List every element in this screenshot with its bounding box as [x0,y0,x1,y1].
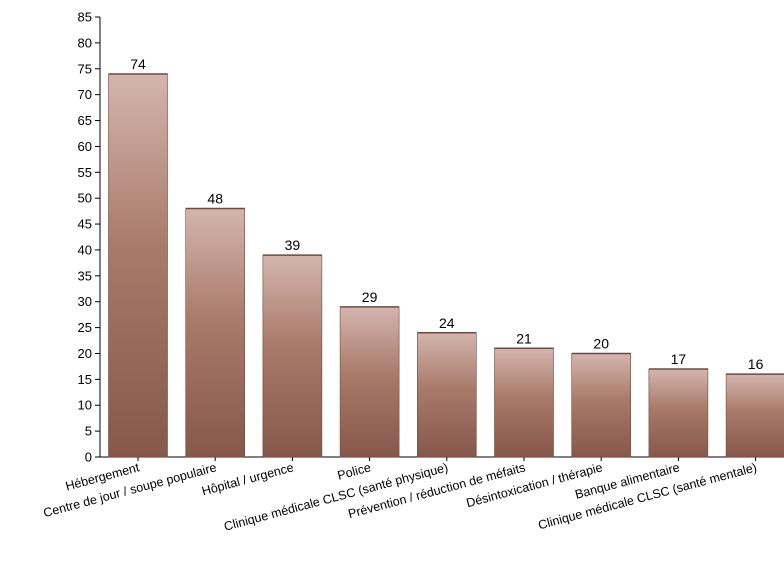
y-tick-label: 40 [78,242,92,257]
y-tick-label: 55 [78,165,92,180]
y-tick-label: 10 [78,398,92,413]
y-tick-label: 65 [78,113,92,128]
y-tick-label: 20 [78,346,92,361]
y-tick-label: 75 [78,61,92,76]
bar [726,374,784,457]
bar [186,209,245,457]
bar-value-label: 24 [439,315,455,331]
bar [495,348,554,457]
bar-value-label: 21 [516,330,532,346]
bar [417,333,476,457]
bar-value-label: 29 [362,289,378,305]
y-tick-label: 0 [85,450,92,465]
chart-bars [109,74,784,457]
y-tick-label: 35 [78,268,92,283]
y-tick-label: 25 [78,320,92,335]
y-tick-label: 30 [78,294,92,309]
bar-value-label: 39 [285,237,301,253]
bar-value-label: 20 [593,335,609,351]
bar [649,369,708,457]
bar-value-label: 74 [130,56,146,72]
bar [109,74,168,457]
bar-value-label: 16 [748,356,764,372]
bar [572,353,631,457]
y-tick-label: 80 [78,35,92,50]
y-tick-label: 70 [78,87,92,102]
y-tick-label: 50 [78,191,92,206]
y-tick-label: 60 [78,139,92,154]
x-tick-label: Police [336,460,373,482]
bar [340,307,399,457]
bar [263,255,322,457]
bar-value-label: 48 [207,191,223,207]
y-tick-label: 15 [78,372,92,387]
y-tick-label: 5 [85,424,92,439]
y-tick-label: 45 [78,217,92,232]
y-tick-label: 85 [78,10,92,25]
bar-value-label: 17 [671,351,687,367]
